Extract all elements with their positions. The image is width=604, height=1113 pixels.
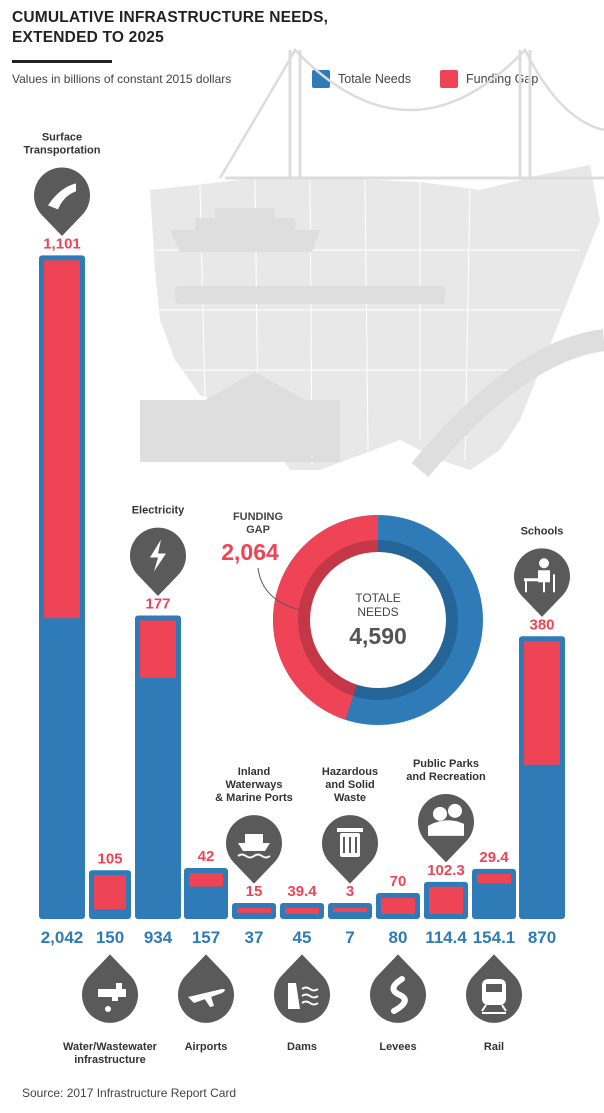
- category-label-airports: Airports: [185, 1041, 228, 1053]
- pin-airports: [178, 954, 235, 1023]
- gap-value-label-public-parks-and-recreation: 102.3: [427, 862, 465, 879]
- gap-value-label-levees: 70: [390, 873, 407, 890]
- gap-value-label-water-wastewater-infrastructure: 105: [97, 850, 122, 867]
- category-label-rail: Rail: [484, 1041, 504, 1053]
- legend-needs-label: Totale Needs: [338, 72, 411, 86]
- bar-gap-public-parks-and-recreation: [429, 886, 463, 914]
- river-icon: [390, 976, 408, 1014]
- gap-value-label-schools: 380: [529, 616, 554, 633]
- funding-gap-value: 2,064: [221, 539, 279, 565]
- needs-value-label-hazardous-and-solid-waste: 7: [345, 928, 354, 947]
- legend-needs: Totale Needs: [312, 70, 411, 88]
- icon-markers: Surface Transportation Water/Wastewater inf…: [23, 131, 570, 1066]
- category-label-surface-transportation: Surface Transportation: [23, 131, 100, 156]
- donut-center-label-1: TOTALE: [355, 591, 401, 605]
- bar-series: [39, 255, 565, 920]
- needs-value-label-levees: 80: [389, 928, 408, 947]
- chart-title-line-1: CUMULATIVE INFRASTRUCTURE NEEDS,: [12, 9, 329, 26]
- train-icon: [481, 979, 507, 1014]
- pin-levees: [370, 954, 427, 1023]
- bar-gap-electricity: [140, 620, 176, 678]
- chart-title: CUMULATIVE INFRASTRUCTURE NEEDS, EXTENDE…: [12, 8, 352, 48]
- category-label-hazardous-and-solid-waste: Hazardous and Solid Waste: [322, 766, 378, 804]
- title-underline: [12, 60, 112, 63]
- donut-center-label-2: NEEDS: [357, 605, 398, 619]
- needs-value-label-schools: 870: [528, 928, 556, 947]
- pin-dams: [274, 954, 330, 1023]
- funding-gap-label-1: FUNDING: [233, 511, 283, 523]
- needs-value-label-rail: 154.1: [473, 928, 516, 947]
- chart-title-line-2: EXTENDED TO 2025: [12, 29, 164, 46]
- bar-gap-airports: [189, 872, 223, 887]
- bridge: [218, 47, 604, 180]
- gap-value-label-hazardous-and-solid-waste: 3: [346, 883, 354, 900]
- trash-can-icon: [337, 828, 363, 857]
- value-labels: 1,1012,04210515017793442157153739.445377…: [41, 235, 556, 947]
- bar-gap-rail: [477, 873, 511, 884]
- faucet-icon: [98, 983, 126, 1012]
- needs-value-label-dams: 45: [293, 928, 312, 947]
- category-label-levees: Levees: [379, 1041, 416, 1053]
- legend-gap-swatch: [440, 70, 458, 88]
- dam-icon: [288, 983, 319, 1009]
- funding-gap-label-2: GAP: [246, 524, 270, 536]
- train: [175, 286, 445, 304]
- gap-value-label-surface-transportation: 1,101: [43, 235, 81, 252]
- gap-value-label-rail: 29.4: [479, 849, 509, 866]
- gap-value-label-electricity: 177: [145, 595, 170, 612]
- pin-schools: [514, 548, 570, 617]
- donut-center-value: 4,590: [349, 623, 407, 649]
- legend-needs-swatch: [312, 70, 330, 88]
- school-building: [140, 372, 340, 462]
- pin-hazardous-and-solid-waste: [322, 815, 378, 884]
- category-label-water-wastewater-infrastructure: Water/Wastewater infrastructure: [63, 1041, 158, 1066]
- lightning-icon: [150, 539, 166, 572]
- pin-electricity: [130, 527, 187, 597]
- ship: [170, 208, 320, 252]
- source-note: Source: 2017 Infrastructure Report Card: [22, 1086, 237, 1100]
- curved-rail: [411, 329, 604, 478]
- category-label-schools: Schools: [521, 525, 564, 537]
- needs-value-label-airports: 157: [192, 928, 220, 947]
- airplane-icon: [188, 989, 225, 1007]
- bar-gap-levees: [381, 898, 415, 914]
- school-desk-icon: [524, 558, 555, 593]
- category-label-inland-waterways-marine-ports: Inland Waterways & Marine Ports: [215, 766, 293, 804]
- ship-icon: [237, 834, 271, 859]
- pin-inland-waterways-marine-ports: [226, 815, 282, 884]
- gap-value-label-airports: 42: [198, 848, 215, 865]
- bar-gap-surface-transportation: [44, 260, 80, 619]
- pin-surface-transportation: [34, 167, 90, 236]
- needs-value-label-electricity: 934: [144, 928, 173, 947]
- funding-gap-leader-line: [257, 567, 301, 611]
- category-label-electricity: Electricity: [132, 504, 185, 516]
- park-icon: [428, 803, 464, 836]
- road-icon: [48, 183, 76, 210]
- bar-gap-inland-waterways-marine-ports: [237, 908, 271, 913]
- gap-value-label-inland-waterways-marine-ports: 15: [246, 883, 263, 900]
- bar-gap-schools: [524, 641, 560, 765]
- category-label-dams: Dams: [287, 1041, 317, 1053]
- category-label-public-parks-and-recreation: Public Parks and Recreation: [406, 758, 486, 783]
- gap-value-label-dams: 39.4: [287, 883, 317, 900]
- needs-value-label-inland-waterways-marine-ports: 37: [245, 928, 264, 947]
- donut-hole: [310, 552, 446, 688]
- pin-rail: [465, 954, 522, 1023]
- needs-value-label-public-parks-and-recreation: 114.4: [425, 928, 467, 947]
- needs-value-label-water-wastewater-infrastructure: 150: [96, 928, 124, 947]
- pin-water-wastewater-infrastructure: [82, 954, 138, 1023]
- pin-public-parks-and-recreation: [418, 793, 474, 863]
- bar-needs-electricity: [135, 615, 181, 919]
- background-illustration: [140, 47, 604, 478]
- bar-gap-hazardous-and-solid-waste: [333, 908, 367, 912]
- needs-value-label-surface-transportation: 2,042: [41, 928, 84, 947]
- chart-subtitle: Values in billions of constant 2015 doll…: [12, 72, 232, 86]
- bar-gap-water-wastewater-infrastructure: [94, 875, 126, 910]
- bar-gap-dams: [285, 908, 319, 914]
